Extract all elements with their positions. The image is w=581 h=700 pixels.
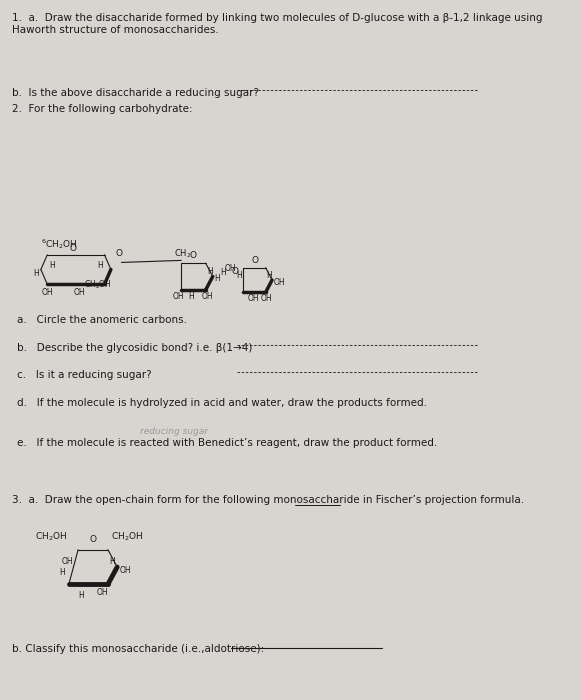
Text: 1.  a.  Draw the disaccharide formed by linking two molecules of D-glucose with : 1. a. Draw the disaccharide formed by li…	[12, 13, 543, 22]
Text: H: H	[78, 592, 84, 601]
Text: H: H	[189, 292, 195, 301]
Text: OH: OH	[120, 566, 132, 575]
Text: OH: OH	[173, 292, 184, 301]
Text: O: O	[251, 256, 258, 265]
Text: H: H	[207, 267, 213, 276]
Text: O: O	[231, 267, 238, 276]
Text: H: H	[236, 271, 242, 280]
Text: $^6$CH$_2$OH: $^6$CH$_2$OH	[41, 237, 77, 251]
Text: OH: OH	[41, 288, 53, 297]
Text: b. Classify this monosaccharide (i.e.,aldotriose):: b. Classify this monosaccharide (i.e.,al…	[12, 644, 268, 654]
Text: e.   If the molecule is reacted with Benedict’s reagent, draw the product formed: e. If the molecule is reacted with Bened…	[17, 438, 437, 447]
Text: b.   Describe the glycosidic bond? i.e. β(1→4): b. Describe the glycosidic bond? i.e. β(…	[17, 343, 253, 353]
Text: O: O	[190, 251, 197, 260]
Text: d.   If the molecule is hydrolyzed in acid and water, draw the products formed.: d. If the molecule is hydrolyzed in acid…	[17, 398, 427, 407]
Text: CH$_2$OH: CH$_2$OH	[35, 530, 67, 542]
Text: OH: OH	[62, 556, 73, 566]
Text: O: O	[89, 535, 96, 544]
Text: H: H	[97, 262, 103, 270]
Text: H: H	[267, 271, 272, 280]
Text: OH: OH	[247, 294, 259, 303]
Text: OH: OH	[225, 264, 236, 273]
Text: O: O	[70, 244, 77, 253]
Text: b.  Is the above disaccharide a reducing sugar?: b. Is the above disaccharide a reducing …	[12, 88, 259, 97]
Text: OH: OH	[261, 294, 272, 303]
Text: Haworth structure of monosaccharides.: Haworth structure of monosaccharides.	[12, 25, 219, 35]
Text: H: H	[214, 274, 220, 283]
Text: H: H	[33, 269, 39, 277]
Text: c.   Is it a reducing sugar?: c. Is it a reducing sugar?	[17, 370, 152, 379]
Text: H: H	[49, 262, 55, 270]
Text: CH$_2$OH: CH$_2$OH	[84, 279, 112, 290]
Text: OH: OH	[73, 288, 85, 297]
Text: OH: OH	[274, 278, 285, 286]
Text: O: O	[116, 248, 123, 258]
Text: 2.  For the following carbohydrate:: 2. For the following carbohydrate:	[12, 104, 193, 114]
Text: 3.  a.  Draw the open-chain form for the following monosaccharide in Fischer’s p: 3. a. Draw the open-chain form for the f…	[12, 495, 525, 505]
Text: a.   Circle the anomeric carbons.: a. Circle the anomeric carbons.	[17, 315, 187, 325]
Text: OH: OH	[202, 292, 213, 301]
Text: H: H	[59, 568, 65, 578]
Text: CH$_2$: CH$_2$	[174, 247, 192, 260]
Text: H: H	[109, 556, 115, 566]
Text: reducing sugar: reducing sugar	[139, 427, 207, 436]
Text: H: H	[220, 268, 226, 277]
Text: CH$_2$OH: CH$_2$OH	[110, 530, 143, 542]
Text: OH: OH	[96, 588, 108, 597]
